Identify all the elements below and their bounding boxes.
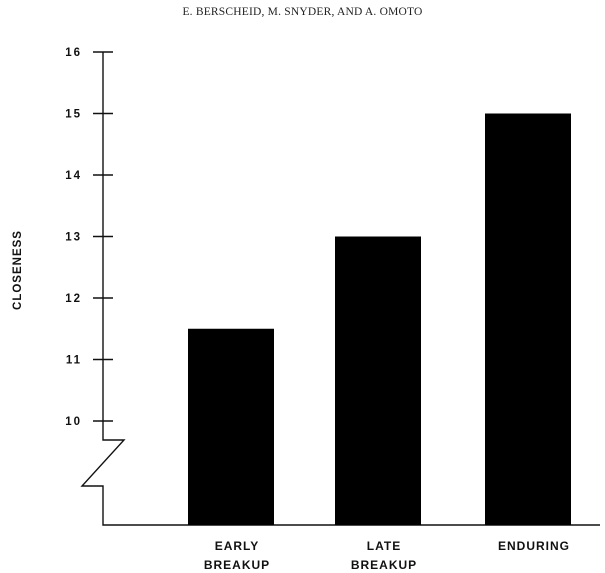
y-tick-label: 14 — [65, 170, 82, 182]
x-category-label: BREAKUP — [204, 558, 270, 572]
labels: 10 11 12 13 14 15 16 CLOSENESS EARLY BREAKUP LATE B… — [12, 47, 570, 572]
x-category-label: LATE — [367, 539, 401, 553]
y-tick-label: 13 — [65, 232, 82, 244]
y-tick-label: 16 — [65, 47, 82, 59]
axes — [80, 51, 600, 526]
y-tick-label: 15 — [65, 109, 82, 121]
y-axis-label: CLOSENESS — [12, 230, 24, 310]
bar-1 — [188, 328, 274, 525]
x-category-label: BREAKUP — [351, 558, 417, 572]
x-category-label: ENDURING — [498, 539, 570, 553]
bar-3 — [485, 113, 571, 525]
y-tick-label: 12 — [65, 293, 82, 305]
y-tick-label: 11 — [66, 355, 82, 367]
x-category-label: EARLY — [215, 539, 260, 553]
y-tick-label: 10 — [65, 416, 82, 428]
bar-2 — [335, 236, 421, 525]
bars — [188, 113, 571, 525]
running-head: E. BERSCHEID, M. SNYDER, AND A. OMOTO — [182, 6, 423, 18]
y-axis-with-break — [80, 52, 600, 526]
